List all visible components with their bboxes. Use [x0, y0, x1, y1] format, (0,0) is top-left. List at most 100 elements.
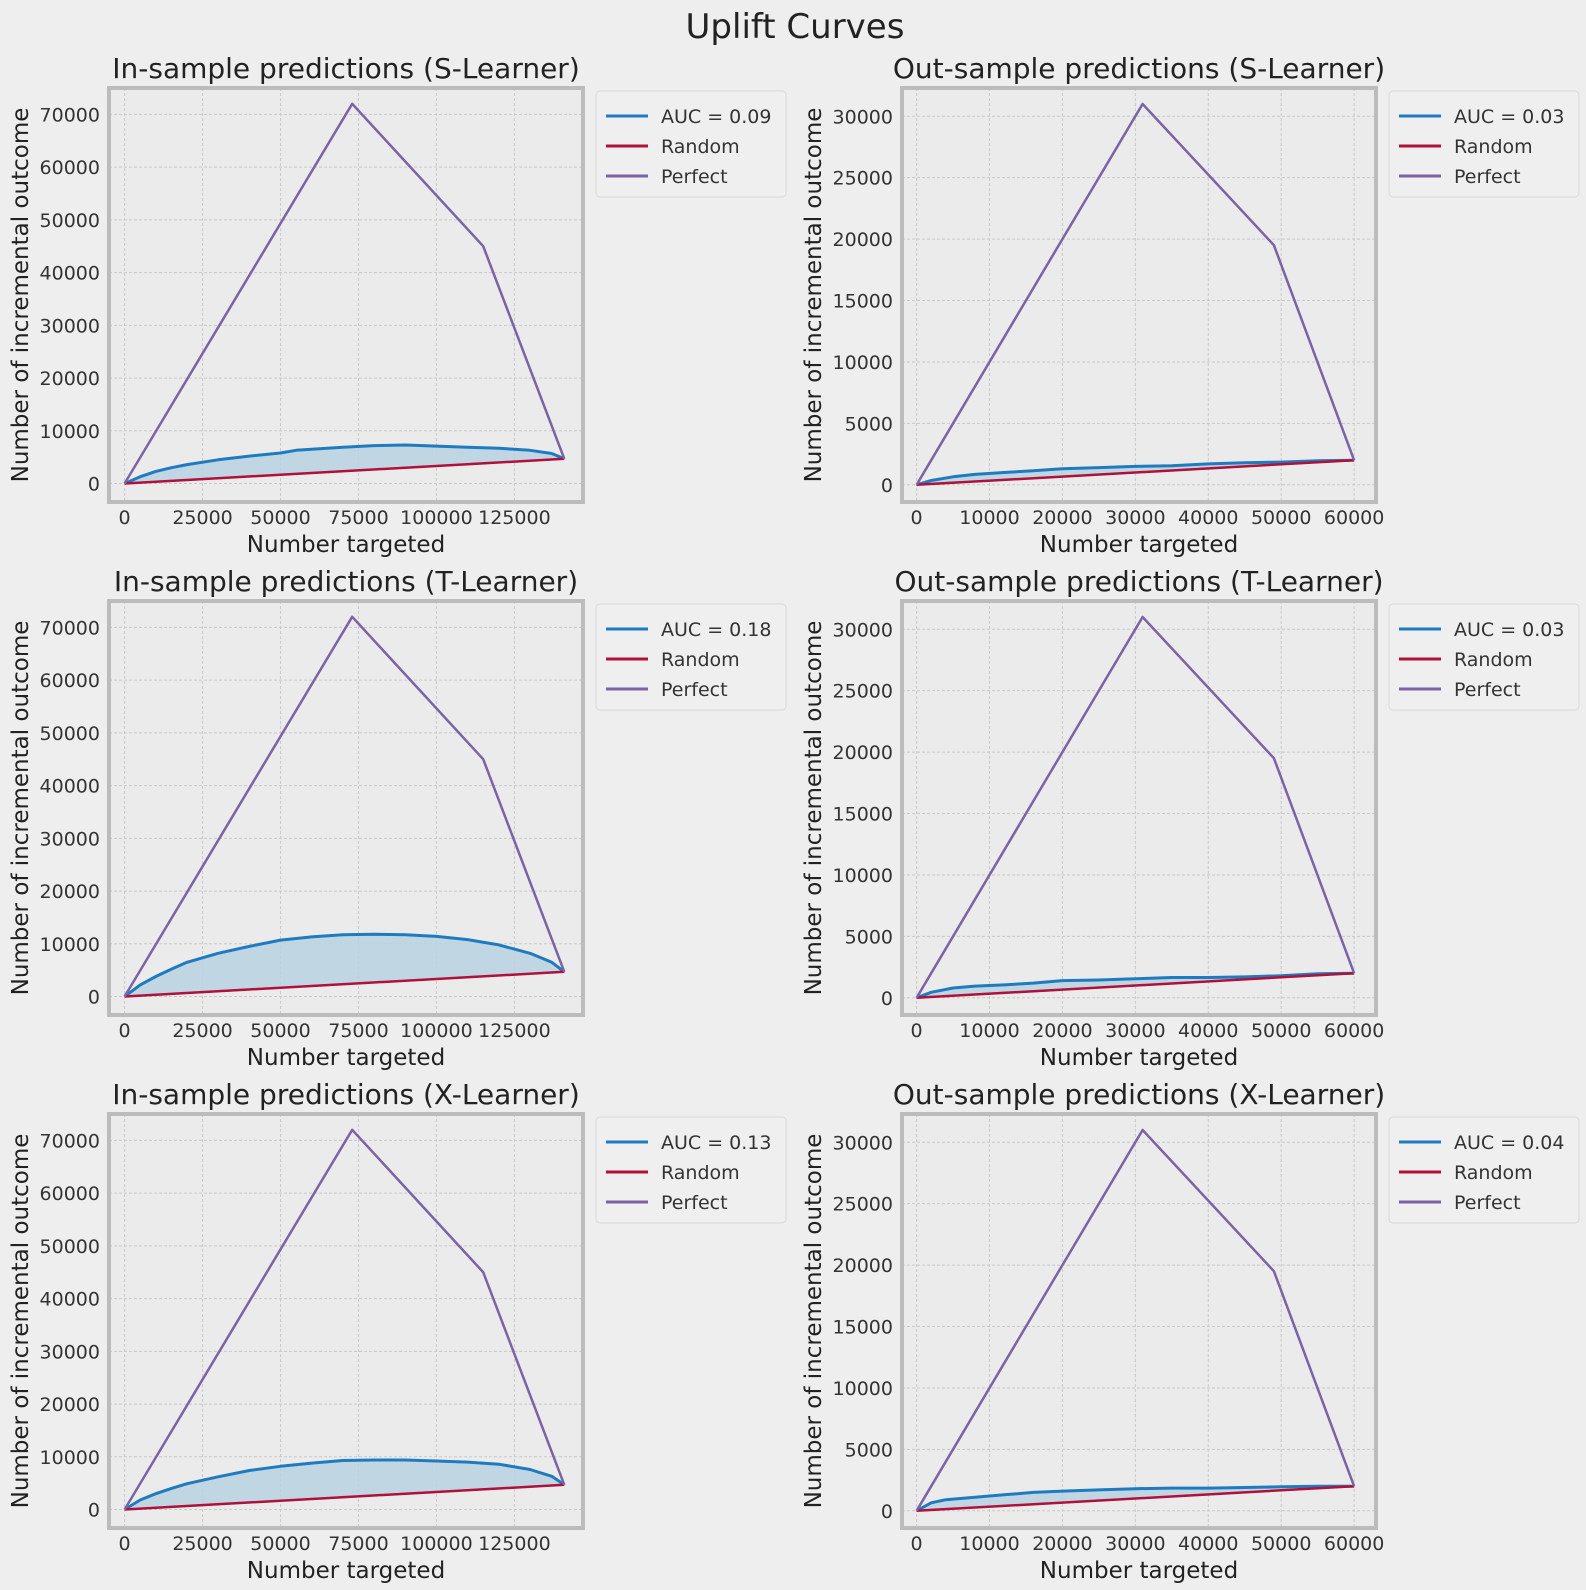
series-line-perfect — [123, 615, 566, 998]
y-tick-label: 20000 — [40, 1394, 100, 1416]
chart-panel-6: 0 10000 20000 30000 40000 50000 60000 0 5000 1000… — [801, 1078, 1580, 1584]
series-line-perfect — [915, 1128, 1356, 1512]
chart-panels: 0 25000 50000 75000 100000 125000010000200003… — [8, 52, 1580, 1584]
legend-label-perfect: Perfect — [661, 1192, 728, 1214]
legend-label-random: Random — [661, 649, 740, 671]
y-tick-label: 60000 — [40, 670, 100, 692]
series-line-random — [916, 971, 1355, 1000]
axes-frame — [107, 599, 585, 1017]
x-axis-label: Number targeted — [247, 1558, 445, 1584]
x-axis-label: Number targeted — [247, 532, 445, 558]
y-tick-label: 40000 — [40, 776, 100, 798]
y-axis-label: Number of incremental outcome — [8, 621, 34, 996]
axes-frame — [900, 599, 1378, 1017]
plot-area — [902, 601, 1376, 1015]
x-tick-label: 40000 — [1178, 1020, 1238, 1042]
y-tick-label: 10000 — [833, 352, 893, 374]
y-tick-label: 20000 — [40, 368, 100, 390]
chart-panel-4: 0 10000 20000 30000 40000 50000 60000 0 5000 1000… — [801, 565, 1580, 1071]
y-tick-label: 10000 — [833, 1378, 893, 1400]
x-tick-label: 20000 — [1032, 1020, 1092, 1042]
y-tick-label: 30000 — [833, 619, 893, 641]
x-tick-label: 20000 — [1032, 1533, 1092, 1555]
x-tick-label: 0 — [911, 507, 923, 529]
x-tick-label: 75000 — [328, 507, 388, 529]
plot-area — [109, 88, 583, 502]
y-axis-label: Number of incremental outcome — [801, 1134, 827, 1509]
series-line-perfect — [123, 102, 566, 485]
series-line-model — [124, 443, 565, 485]
legend: AUC = 0.13 Random Perfect — [595, 1116, 787, 1224]
y-tick-label: 70000 — [40, 617, 100, 639]
legend-label-perfect: Perfect — [1454, 679, 1521, 701]
chart-panel-5: 0 25000 50000 75000 100000 125000 0 10000 20000 3… — [8, 1078, 787, 1584]
x-tick-label: 50000 — [1251, 1533, 1311, 1555]
x-tick-label: 25000 — [172, 1533, 232, 1555]
y-tick-label: 10000 — [40, 421, 100, 443]
series-line-model — [123, 932, 566, 998]
legend-label-model: AUC = 0.09 — [661, 106, 771, 128]
legend-label-random: Random — [1454, 136, 1533, 158]
y-tick-label: 30000 — [40, 828, 100, 850]
y-tick-label: 0 — [88, 474, 100, 496]
y-tick-label: 10000 — [40, 934, 100, 956]
series-line-perfect — [123, 1128, 566, 1511]
x-tick-label: 50000 — [250, 1020, 310, 1042]
y-axis-label: Number of incremental outcome — [801, 108, 827, 483]
legend-label-random: Random — [1454, 1162, 1533, 1184]
series-line-random — [916, 1484, 1355, 1513]
series-line-model — [123, 1458, 566, 1511]
axes-frame — [900, 86, 1378, 504]
y-tick-label: 15000 — [833, 804, 893, 826]
y-tick-label: 30000 — [40, 315, 100, 337]
x-tick-label: 75000 — [328, 1020, 388, 1042]
x-tick-label: 0 — [911, 1020, 923, 1042]
legend-label-model: AUC = 0.03 — [1454, 619, 1564, 641]
x-tick-label: 30000 — [1105, 1020, 1165, 1042]
x-tick-label: 125000 — [478, 1020, 551, 1042]
y-axis-label: Number of incremental outcome — [8, 1134, 34, 1509]
x-tick-label: 30000 — [1105, 1533, 1165, 1555]
x-tick-label: 100000 — [400, 507, 473, 529]
plot-area — [902, 1114, 1376, 1528]
y-tick-label: 60000 — [40, 157, 100, 179]
series-line-random — [916, 458, 1355, 487]
x-tick-label: 100000 — [400, 1020, 473, 1042]
legend-label-perfect: Perfect — [1454, 166, 1521, 188]
y-axis-label: Number of incremental outcome — [801, 621, 827, 996]
y-tick-label: 20000 — [833, 229, 893, 251]
y-tick-label: 50000 — [40, 1236, 100, 1258]
y-tick-label: 20000 — [833, 1255, 893, 1277]
axes-frame — [107, 86, 585, 504]
legend: AUC = 0.03 Random Perfect — [1388, 90, 1580, 198]
panel-title: Out-sample predictions (S-Learner) — [893, 52, 1385, 85]
x-tick-label: 25000 — [172, 1020, 232, 1042]
x-tick-label: 10000 — [959, 1020, 1019, 1042]
series-line-model — [915, 1484, 1355, 1513]
y-tick-label: 25000 — [833, 681, 893, 703]
series-line-random — [124, 970, 565, 998]
y-tick-label: 0 — [881, 1501, 893, 1523]
y-tick-label: 5000 — [845, 926, 893, 948]
legend-label-perfect: Perfect — [661, 166, 728, 188]
y-tick-label: 0 — [881, 475, 893, 497]
series-line-model — [916, 971, 1355, 1000]
x-tick-label: 50000 — [1251, 507, 1311, 529]
x-tick-label: 20000 — [1032, 507, 1092, 529]
panel-title: In-sample predictions (T-Learner) — [114, 565, 578, 598]
x-tick-label: 60000 — [1324, 1020, 1384, 1042]
x-tick-label: 40000 — [1178, 507, 1238, 529]
y-tick-label: 30000 — [833, 106, 893, 128]
y-tick-label: 5000 — [845, 413, 893, 435]
legend-label-model: AUC = 0.04 — [1454, 1132, 1564, 1154]
x-tick-label: 10000 — [959, 1533, 1019, 1555]
x-axis-label: Number targeted — [247, 1045, 445, 1071]
chart-panel-3: 0 25000 50000 75000 100000 125000 0 10000 20000 3… — [8, 565, 787, 1071]
legend-label-model: AUC = 0.18 — [661, 619, 771, 641]
series-line-perfect — [915, 615, 1356, 999]
legend-label-random: Random — [1454, 649, 1533, 671]
x-tick-label: 25000 — [172, 507, 232, 529]
legend: AUC = 0.03 Random Perfect — [1388, 603, 1580, 711]
x-tick-label: 125000 — [478, 1533, 551, 1555]
y-tick-label: 10000 — [833, 865, 893, 887]
